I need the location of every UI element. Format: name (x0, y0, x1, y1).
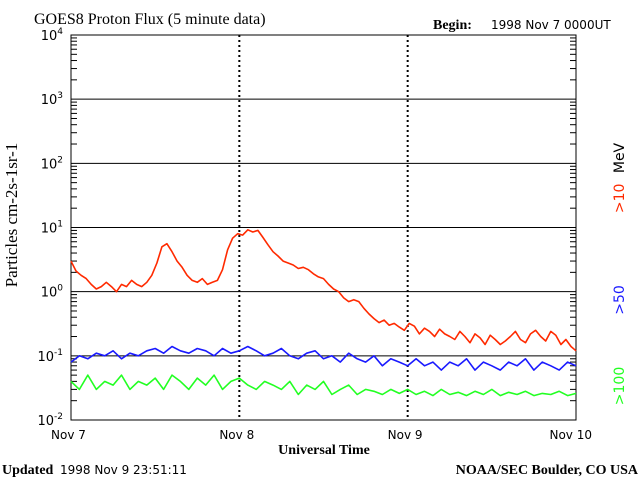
x-tick-labels: Nov 7 Nov 8 Nov 9 Nov 10 (51, 428, 592, 442)
gridlines (71, 34, 576, 421)
legend: >10 MeV >50 >100 (612, 142, 628, 405)
y-tick-label: 102 (41, 155, 63, 172)
series-gt50-mev (70, 345, 577, 371)
credit-text: NOAA/SEC Boulder, CO USA (456, 463, 639, 478)
begin-label: Begin: (433, 18, 472, 33)
y-tick-labels: 10-2 10-1 100 101 102 103 104 (37, 27, 63, 429)
x-tick-label: Nov 8 (219, 428, 254, 442)
begin-value: 1998 Nov 7 0000UT (491, 18, 611, 32)
legend-mev-group: >10 MeV (612, 142, 628, 213)
y-tick-label: 100 (41, 284, 64, 301)
legend-item-gt50: >50 (612, 285, 628, 315)
y-tick-label: 101 (41, 220, 63, 237)
x-axis-label: Universal Time (278, 443, 370, 458)
x-tick-label: Nov 7 (51, 428, 86, 442)
minor-ticks (71, 37, 576, 402)
plot-area (70, 34, 577, 421)
series-layer (70, 229, 577, 397)
y-tick-label: 10-1 (37, 348, 63, 365)
updated-value: 1998 Nov 9 23:51:11 (60, 463, 187, 477)
chart-title: GOES8 Proton Flux (5 minute data) (34, 11, 266, 28)
series-gt100-mev (70, 374, 577, 397)
x-tick-label: Nov 10 (549, 428, 592, 442)
y-axis-label: Particles cm-2s-1sr-1 (2, 143, 21, 288)
x-tick-label: Nov 9 (388, 428, 423, 442)
updated-label: Updated (2, 463, 54, 478)
legend-unit-mev: MeV (612, 142, 628, 173)
y-tick-label: 104 (41, 27, 64, 44)
series-gt10-mev (70, 229, 577, 352)
y-tick-label: 103 (41, 91, 63, 108)
legend-item-gt100: >100 (612, 367, 628, 405)
legend-item-gt10: >10 (612, 184, 628, 214)
y-tick-label: 10-2 (37, 412, 63, 429)
